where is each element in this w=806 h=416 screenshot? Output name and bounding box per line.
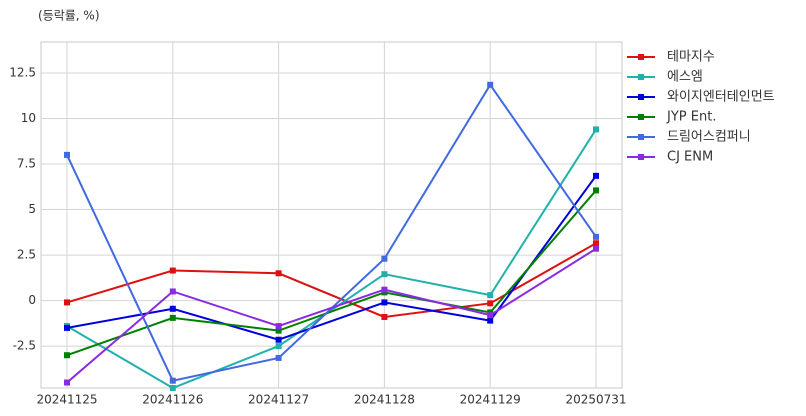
series-line: [66, 247, 597, 384]
x-tick-label: 20241129: [460, 393, 521, 407]
y-axis-label: (등락률, %): [38, 9, 100, 23]
point-marker: [275, 336, 282, 343]
legend-marker: [638, 154, 644, 160]
point-marker: [64, 324, 70, 331]
legend-marker: [638, 74, 644, 80]
legend-label: JYP Ent.: [666, 110, 716, 125]
y-tick-label: 7.5: [17, 157, 36, 171]
x-tick-label: 20241126: [142, 393, 203, 407]
point-marker: [64, 352, 70, 359]
point-marker: [593, 240, 599, 247]
legend-marker: [638, 114, 644, 120]
point-marker: [381, 286, 388, 293]
point-marker: [487, 292, 494, 299]
point-marker: [487, 312, 494, 319]
point-marker: [593, 172, 599, 179]
x-tick-label: 20241128: [354, 393, 415, 407]
point-marker: [593, 245, 599, 252]
y-tick-label: 12.5: [9, 65, 36, 79]
legend-marker: [638, 134, 644, 140]
y-tick-label: 10: [21, 111, 36, 125]
x-tick-label: 20250731: [565, 393, 626, 407]
x-tick-label: 20241125: [36, 393, 97, 407]
plot-frame: [40, 41, 623, 389]
legend-label: 와이지엔터테인먼트: [667, 90, 775, 105]
point-marker: [64, 299, 70, 306]
point-marker: [169, 267, 176, 274]
series-line: [66, 128, 597, 390]
point-marker: [593, 126, 599, 133]
point-marker: [169, 305, 176, 312]
point-marker: [275, 323, 282, 330]
point-marker: [275, 354, 282, 361]
series-line: [66, 189, 597, 357]
point-marker: [487, 81, 494, 88]
point-marker: [593, 187, 599, 194]
series-line: [66, 82, 597, 382]
x-tick-label: 20241127: [248, 393, 309, 407]
point-marker: [169, 314, 176, 321]
legend-label: 에스엠: [667, 70, 703, 85]
point-marker: [381, 313, 388, 320]
y-tick-label: 2.5: [17, 248, 36, 262]
y-tick-label: 5: [28, 202, 36, 216]
legend-marker: [638, 94, 644, 100]
point-marker: [64, 379, 70, 386]
series-line: [66, 175, 597, 341]
point-marker: [64, 151, 70, 158]
legend-marker: [638, 54, 644, 60]
y-tick-label: 0: [28, 293, 36, 307]
point-marker: [381, 271, 388, 278]
point-marker: [487, 300, 494, 307]
y-tick-label: -2.5: [13, 339, 36, 353]
legend-label: 테마지수: [667, 50, 715, 65]
point-marker: [169, 377, 176, 384]
point-marker: [169, 288, 176, 295]
point-marker: [381, 255, 388, 262]
point-marker: [381, 299, 388, 306]
point-marker: [275, 343, 282, 350]
legend-label: CJ ENM: [667, 150, 713, 165]
point-marker: [275, 270, 282, 277]
point-marker: [593, 233, 599, 240]
point-marker: [487, 317, 494, 324]
legend-label: 드림어스컴퍼니: [667, 130, 751, 145]
point-marker: [169, 385, 176, 391]
point-marker: [275, 327, 282, 334]
